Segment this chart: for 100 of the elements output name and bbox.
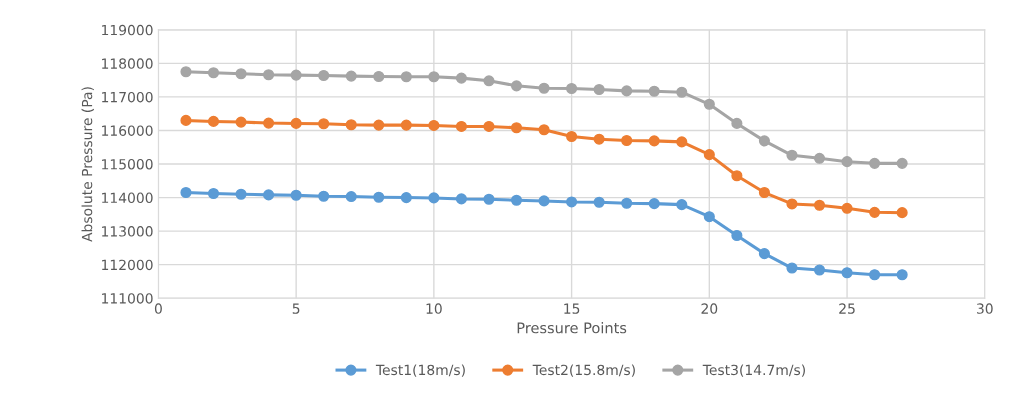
point <box>373 119 385 131</box>
point <box>869 157 881 169</box>
point <box>455 193 467 205</box>
point <box>235 68 247 80</box>
point <box>483 75 495 87</box>
point <box>896 157 908 169</box>
point <box>318 190 330 202</box>
point <box>345 70 357 82</box>
point <box>813 264 826 276</box>
point <box>235 116 247 128</box>
point <box>180 114 192 126</box>
point <box>566 82 578 95</box>
point <box>841 202 853 214</box>
point <box>621 134 633 147</box>
point <box>538 82 550 94</box>
point <box>676 199 688 211</box>
point <box>235 188 247 200</box>
point <box>510 80 523 92</box>
point <box>841 267 853 279</box>
point <box>621 197 633 209</box>
point <box>483 120 495 133</box>
point <box>263 189 275 201</box>
point <box>538 124 550 136</box>
point <box>621 85 633 97</box>
y-tick-label: 118000 <box>102 58 153 69</box>
point <box>703 98 715 110</box>
point <box>731 117 743 129</box>
point <box>758 248 770 260</box>
x-tick-label: 25 <box>839 303 855 314</box>
y-tick-label: 117000 <box>102 91 153 103</box>
y-tick-label: 112000 <box>102 259 153 271</box>
point <box>428 71 440 83</box>
point <box>318 118 330 130</box>
point <box>786 149 798 161</box>
y-tick-label: 111000 <box>102 293 153 304</box>
point <box>207 187 220 200</box>
point <box>648 135 660 147</box>
point <box>455 120 467 133</box>
point <box>510 122 523 134</box>
point <box>483 193 495 205</box>
point <box>400 71 412 83</box>
point <box>290 117 302 129</box>
point <box>786 262 798 274</box>
point <box>648 198 660 210</box>
y-axis-title: Absolute Pressure (Pa) <box>81 87 94 242</box>
x-tick-label: 15 <box>564 303 580 314</box>
point <box>758 135 770 147</box>
point <box>896 207 908 219</box>
legend-label: Test3(14.7m/s) <box>702 364 805 377</box>
point <box>566 130 578 143</box>
point <box>180 66 192 78</box>
point <box>428 192 440 204</box>
x-tick-label: 20 <box>701 303 718 314</box>
legend-label: Test2(15.8m/s) <box>532 364 635 377</box>
point <box>180 186 192 199</box>
point <box>648 85 660 97</box>
point <box>400 192 412 204</box>
point <box>731 170 743 182</box>
y-tick-label: 115000 <box>102 158 153 170</box>
point <box>263 69 275 81</box>
legend-label: Test1(18m/s) <box>375 364 465 377</box>
point <box>869 206 881 218</box>
point <box>455 72 467 84</box>
point <box>731 229 743 242</box>
y-tick-label: 119000 <box>102 24 153 36</box>
point <box>373 70 385 83</box>
x-tick-label: 0 <box>154 303 162 314</box>
point <box>676 136 688 148</box>
point <box>813 199 826 211</box>
point <box>869 269 881 281</box>
point <box>510 194 523 206</box>
point <box>676 86 688 98</box>
point <box>373 191 385 203</box>
point <box>758 186 770 199</box>
point <box>703 149 715 161</box>
x-tick-label: 10 <box>426 303 442 314</box>
point <box>786 198 798 210</box>
point <box>290 69 302 81</box>
point <box>318 69 330 82</box>
point <box>345 119 357 131</box>
point <box>538 195 550 207</box>
point <box>207 67 220 79</box>
point <box>703 211 715 223</box>
point <box>290 189 302 201</box>
x-tick-label: 30 <box>977 303 993 314</box>
y-tick-label: 114000 <box>102 192 153 204</box>
point <box>263 117 275 129</box>
point <box>593 196 605 208</box>
x-tick-label: 5 <box>292 303 300 314</box>
y-tick-label: 113000 <box>102 226 153 237</box>
point <box>813 152 826 164</box>
point <box>896 269 908 281</box>
point <box>593 83 605 96</box>
point <box>428 119 440 131</box>
point <box>841 156 853 168</box>
point <box>207 115 220 127</box>
point <box>566 196 578 208</box>
point <box>345 191 357 203</box>
x-axis-title: Pressure Points <box>517 322 627 334</box>
y-tick-label: 116000 <box>102 125 153 136</box>
